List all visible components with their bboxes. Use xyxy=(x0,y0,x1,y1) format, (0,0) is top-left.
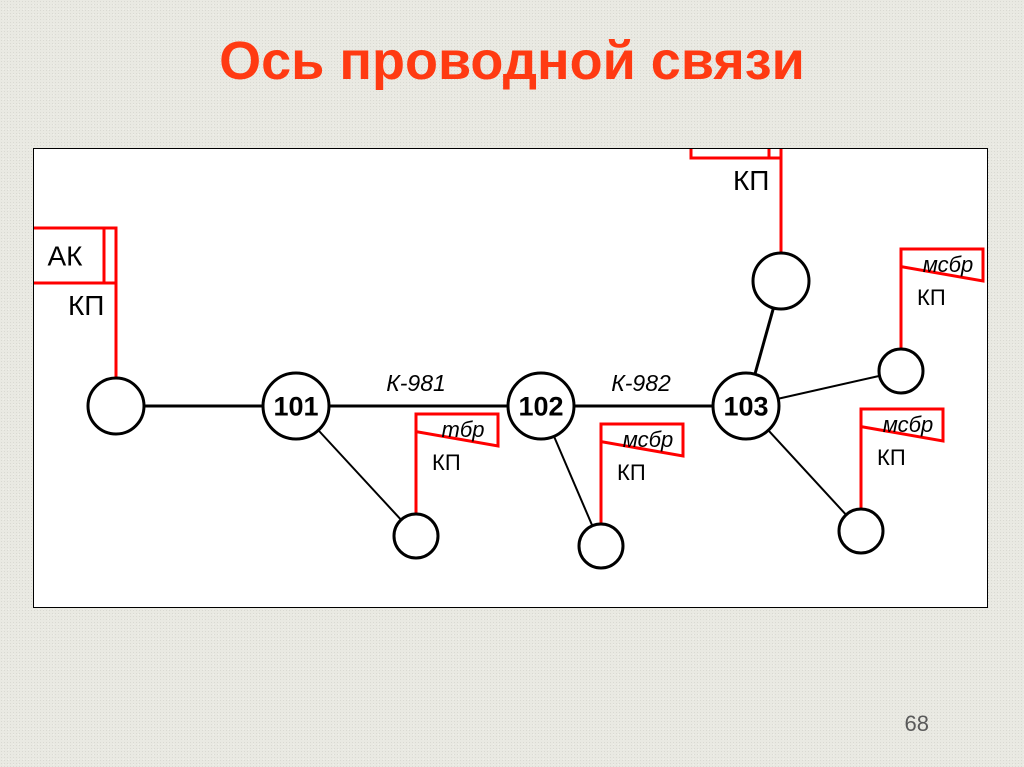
flag-label-top: АК xyxy=(48,240,84,271)
edge xyxy=(554,436,592,525)
node-circle xyxy=(88,378,144,434)
page-title: Ось проводной связи xyxy=(0,30,1024,92)
node-circle xyxy=(753,253,809,309)
node-label: 103 xyxy=(723,391,768,421)
node-circle xyxy=(879,349,923,393)
edge-label: К-981 xyxy=(386,370,446,396)
flag-label-top: мсбр xyxy=(923,252,973,277)
node-label: 102 xyxy=(518,391,563,421)
edge xyxy=(768,430,846,515)
node-circle xyxy=(839,509,883,553)
edge xyxy=(755,308,774,374)
node-circle xyxy=(579,524,623,568)
flag-label-bot: КП xyxy=(877,445,906,470)
edge-label: К-982 xyxy=(611,370,671,396)
edge xyxy=(318,430,401,520)
flag-label-bot: КП xyxy=(917,285,946,310)
flag-label-top: мсбр xyxy=(883,412,933,437)
flag-label-bot: КП xyxy=(733,165,769,196)
node-label: 101 xyxy=(273,391,318,421)
flag-label-bot: КП xyxy=(432,450,461,475)
flag-label-top: мсбр xyxy=(623,427,673,452)
edge xyxy=(778,376,879,399)
page-number: 68 xyxy=(905,711,929,737)
flag-label-bot: КП xyxy=(68,290,104,321)
flag-label-bot: КП xyxy=(617,460,646,485)
network-diagram: АККПАККПтбрКПмсбрКПмсбрКПмсбрКПК-981К-98… xyxy=(34,149,989,609)
diagram-container: АККПАККПтбрКПмсбрКПмсбрКПмсбрКПК-981К-98… xyxy=(33,148,988,608)
node-circle xyxy=(394,514,438,558)
flag-label-top: тбр xyxy=(442,417,485,442)
